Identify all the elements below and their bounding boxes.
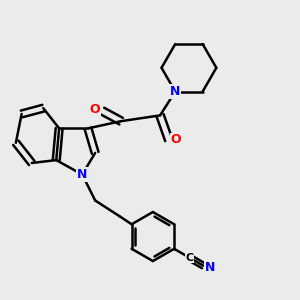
Text: N: N bbox=[205, 261, 215, 274]
Text: C: C bbox=[185, 253, 194, 263]
Text: O: O bbox=[89, 103, 100, 116]
Text: N: N bbox=[77, 168, 87, 181]
Text: O: O bbox=[171, 134, 181, 146]
Text: N: N bbox=[170, 85, 180, 98]
